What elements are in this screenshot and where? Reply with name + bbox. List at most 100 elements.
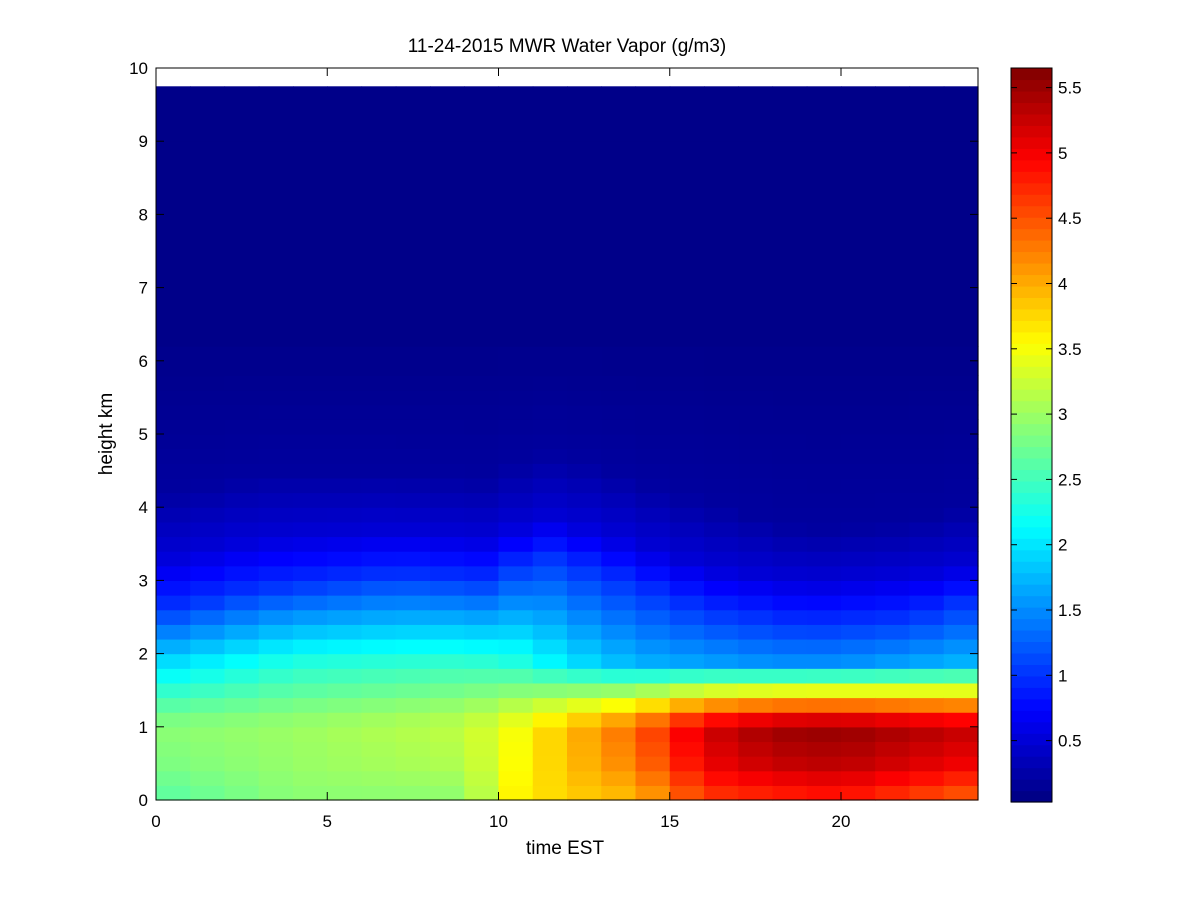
heatmap-cell [806, 726, 842, 743]
heatmap-cell [909, 463, 945, 479]
heatmap-cell [704, 580, 739, 596]
heatmap-cell [669, 346, 705, 377]
heatmap-cell [464, 712, 500, 728]
colorbar-segment [1011, 297, 1052, 310]
heatmap-cell [669, 375, 705, 391]
heatmap-cell [943, 492, 979, 508]
heatmap-cell [567, 141, 602, 215]
heatmap-cell [567, 86, 602, 142]
heatmap-cell [669, 653, 705, 669]
heatmap-cell [738, 86, 774, 142]
colorbar-tick-label: 5.5 [1058, 79, 1082, 98]
heatmap-cell [772, 434, 808, 450]
heatmap-cell [635, 214, 671, 289]
heatmap-cell [395, 346, 431, 377]
heatmap-cell [327, 785, 363, 801]
heatmap-cell [909, 214, 945, 289]
heatmap-cell [772, 682, 808, 699]
heatmap-cell [395, 404, 431, 420]
heatmap-cell [601, 551, 637, 567]
heatmap-cell [806, 770, 842, 786]
heatmap-cell [395, 609, 431, 625]
heatmap-cell [293, 638, 328, 655]
heatmap-cell [532, 682, 568, 699]
heatmap-cell [909, 551, 945, 567]
heatmap-cell [156, 756, 191, 772]
heatmap-cell [738, 785, 774, 801]
heatmap-cell [361, 390, 397, 406]
y-tick-label: 0 [139, 791, 148, 810]
heatmap-cell [327, 507, 363, 523]
heatmap-cell [258, 653, 294, 669]
heatmap-cell [430, 463, 465, 479]
heatmap-cell [190, 448, 226, 464]
heatmap-cell [361, 375, 397, 391]
heatmap-cell [327, 477, 363, 494]
heatmap-cell [258, 214, 294, 289]
heatmap-cell [875, 346, 911, 377]
heatmap-cell [498, 565, 534, 581]
heatmap-cell [464, 463, 500, 479]
heatmap-cell [875, 477, 911, 494]
heatmap-cell [190, 492, 226, 508]
heatmap-cell [464, 214, 500, 289]
heatmap-cell [704, 214, 739, 289]
heatmap-cell [669, 565, 705, 581]
heatmap-cell [704, 668, 739, 684]
colorbar-segment [1011, 641, 1052, 654]
heatmap-cell [943, 86, 979, 142]
heatmap-cell [704, 595, 739, 611]
heatmap-cell [841, 419, 876, 435]
heatmap-cell [738, 609, 774, 625]
heatmap-cell [704, 404, 739, 420]
heatmap-cell [806, 214, 842, 289]
heatmap-cell [293, 448, 328, 464]
heatmap-cell [669, 419, 705, 435]
heatmap-cell [327, 551, 363, 567]
heatmap-cell [190, 770, 226, 786]
heatmap-cell [498, 86, 534, 142]
heatmap-cell [669, 521, 705, 538]
heatmap-cell [567, 521, 602, 538]
heatmap-cell [943, 624, 979, 640]
heatmap-cell [806, 565, 842, 581]
heatmap-cell [361, 770, 397, 786]
heatmap-cell [327, 565, 363, 581]
heatmap-cell [190, 86, 226, 142]
colorbar-segment [1011, 549, 1052, 562]
heatmap-cell [841, 726, 876, 743]
heatmap-cell [772, 595, 808, 611]
heatmap-cell [395, 434, 431, 450]
heatmap-cell [909, 638, 945, 655]
heatmap-cell [498, 756, 534, 772]
heatmap-cell [669, 609, 705, 625]
heatmap-cell [669, 785, 705, 801]
heatmap-cell [156, 141, 191, 215]
x-tick-label: 20 [832, 812, 851, 831]
heatmap-cell [567, 580, 602, 596]
heatmap-cell [875, 785, 911, 801]
heatmap-cell [635, 287, 671, 347]
colorbar-segment [1011, 205, 1052, 218]
heatmap-cell [190, 624, 226, 640]
heatmap-cell [567, 785, 602, 801]
heatmap-cell [293, 624, 328, 640]
heatmap-cell [361, 785, 397, 801]
colorbar-tick-label: 1.5 [1058, 601, 1082, 620]
heatmap-cell [635, 609, 671, 625]
heatmap-cell [498, 434, 534, 450]
heatmap-cell [806, 390, 842, 406]
heatmap-cell [532, 785, 568, 801]
heatmap-cell [258, 463, 294, 479]
heatmap-cell [430, 390, 465, 406]
heatmap-cell [601, 756, 637, 772]
heatmap-cell [258, 86, 294, 142]
heatmap-cell [464, 390, 500, 406]
heatmap-cell [875, 580, 911, 596]
heatmap-cell [532, 580, 568, 596]
heatmap-cell [909, 390, 945, 406]
heatmap-cell [224, 595, 260, 611]
heatmap-cell [669, 434, 705, 450]
heatmap-cell [567, 346, 602, 377]
